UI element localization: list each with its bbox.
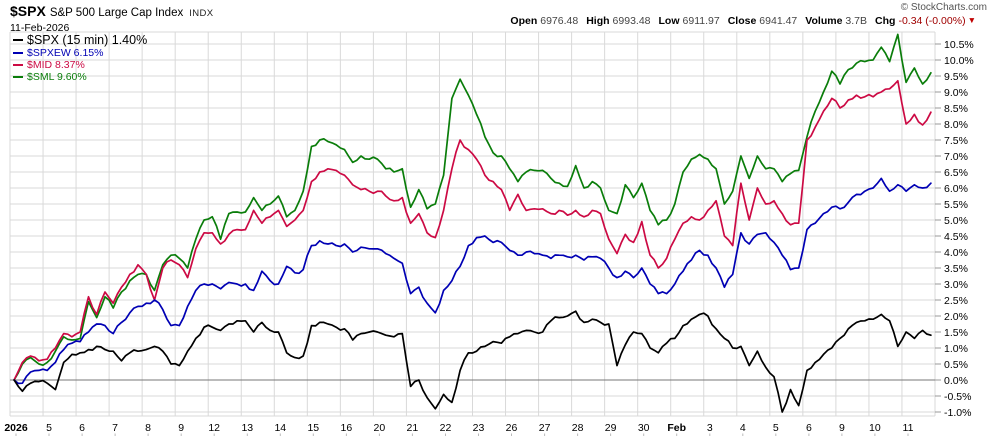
legend-item-sml: $SML 9.60%	[13, 71, 147, 83]
svg-text:7.0%: 7.0%	[944, 151, 968, 163]
svg-text:6.5%: 6.5%	[944, 167, 968, 179]
svg-text:4: 4	[740, 422, 746, 434]
svg-text:14: 14	[274, 422, 286, 434]
legend-item-spxew: $SPXEW 6.15%	[13, 47, 147, 59]
svg-text:28: 28	[572, 422, 584, 434]
legend-item-mid: $MID 8.37%	[13, 59, 147, 71]
series-line-sml	[13, 33, 932, 381]
svg-text:6.0%: 6.0%	[944, 183, 968, 195]
legend-label: $SPXEW 6.15%	[27, 47, 104, 59]
svg-text:0.5%: 0.5%	[944, 359, 968, 371]
quote-value-high: 6993.48	[612, 15, 651, 27]
svg-text:5.0%: 5.0%	[944, 215, 968, 227]
quote-value-open: 6976.48	[540, 15, 579, 27]
svg-text:8.5%: 8.5%	[944, 103, 968, 115]
svg-text:4.5%: 4.5%	[944, 231, 968, 243]
svg-text:5.5%: 5.5%	[944, 199, 968, 211]
svg-text:2026: 2026	[4, 422, 28, 434]
legend-label: $SML 9.60%	[27, 71, 87, 83]
legend-label: $MID 8.37%	[27, 59, 85, 71]
quote-label-volume: Volume	[805, 15, 843, 27]
svg-text:3.5%: 3.5%	[944, 263, 968, 275]
svg-text:3: 3	[707, 422, 713, 434]
legend-item-spx: $SPX (15 min) 1.40%	[13, 33, 147, 47]
quote-value-low: 6911.97	[682, 15, 720, 27]
svg-text:27: 27	[539, 422, 551, 434]
svg-text:23: 23	[473, 422, 485, 434]
chart-symbol: $SPX	[10, 3, 46, 19]
svg-text:26: 26	[506, 422, 518, 434]
svg-text:6: 6	[806, 422, 812, 434]
series-line-spxew	[13, 177, 932, 385]
quote-label-close: Close	[727, 15, 757, 27]
svg-text:1.5%: 1.5%	[944, 327, 968, 339]
svg-text:20: 20	[374, 422, 386, 434]
svg-text:8: 8	[145, 422, 151, 434]
svg-text:7.5%: 7.5%	[944, 135, 968, 147]
svg-text:13: 13	[241, 422, 253, 434]
svg-text:0.0%: 0.0%	[944, 375, 968, 387]
stockcharts-watermark: © StockCharts.com	[900, 2, 987, 13]
quote-label-chg: Chg	[875, 15, 896, 27]
svg-text:1.0%: 1.0%	[944, 343, 968, 355]
svg-text:5: 5	[46, 422, 52, 434]
svg-text:6: 6	[79, 422, 85, 434]
ohlc-quote-line: Open 6976.48 High 6993.48 Low 6911.97 Close 694…	[502, 15, 976, 27]
svg-text:9: 9	[839, 422, 845, 434]
svg-text:2.5%: 2.5%	[944, 295, 968, 307]
svg-text:22: 22	[440, 422, 452, 434]
series-line-mid	[13, 79, 932, 381]
svg-text:16: 16	[341, 422, 353, 434]
svg-text:30: 30	[638, 422, 650, 434]
legend-line-swatch	[13, 39, 23, 41]
svg-text:9.5%: 9.5%	[944, 71, 968, 83]
svg-text:9: 9	[178, 422, 184, 434]
svg-text:2.0%: 2.0%	[944, 311, 968, 323]
svg-text:10.5%: 10.5%	[944, 39, 974, 51]
vertical-gridlines	[9, 32, 936, 416]
svg-text:3.0%: 3.0%	[944, 279, 968, 291]
quote-value-chg: -0.34 (-0.00%)	[898, 15, 966, 27]
quote-label-open: Open	[510, 15, 538, 27]
svg-text:29: 29	[605, 422, 617, 434]
change-down-triangle-icon: ▼	[967, 15, 976, 25]
svg-text:5: 5	[773, 422, 779, 434]
legend-label: $SPX (15 min) 1.40%	[27, 33, 148, 47]
svg-text:15: 15	[307, 422, 319, 434]
svg-text:7: 7	[112, 422, 118, 434]
horizontal-gridlines	[10, 43, 941, 413]
legend-line-swatch	[13, 52, 23, 54]
svg-text:Feb: Feb	[667, 422, 686, 434]
legend-line-swatch	[13, 76, 23, 78]
x-axis-labels: 2026 5 6 7 8 9 12 13 14 15 16 20 21 22 23 26 27 28 29 30 Feb…	[4, 422, 914, 436]
svg-text:10: 10	[869, 422, 881, 434]
svg-text:4.0%: 4.0%	[944, 247, 968, 259]
y-axis-labels: 10.5% 10.0% 9.5% 9.0% 8.5% 8.0% 7.5% 7.0% 6.5% 6.…	[944, 39, 974, 419]
svg-text:21: 21	[407, 422, 419, 434]
svg-text:10.0%: 10.0%	[944, 55, 974, 67]
svg-text:11: 11	[903, 422, 914, 434]
svg-text:8.0%: 8.0%	[944, 119, 968, 131]
chart-date: 11-Feb-2026	[10, 22, 70, 34]
quote-label-low: Low	[658, 15, 680, 27]
svg-text:9.0%: 9.0%	[944, 87, 968, 99]
chart-legend: $SPX (15 min) 1.40% $SPXEW 6.15% $MID 8.37…	[13, 33, 147, 83]
quote-label-high: High	[586, 15, 610, 27]
svg-text:-1.0%: -1.0%	[944, 407, 971, 419]
svg-text:-0.5%: -0.5%	[944, 391, 971, 403]
legend-line-swatch	[13, 64, 23, 66]
quote-value-close: 6941.47	[759, 15, 798, 27]
quote-value-volume: 3.7B	[845, 15, 868, 27]
chart-header: $SPX S&P 500 Large Cap Index INDX 11-Feb-2…	[10, 3, 214, 34]
svg-text:12: 12	[208, 422, 220, 434]
series-line-spx	[13, 310, 932, 413]
exchange-label: INDX	[189, 8, 214, 19]
index-name: S&P 500 Large Cap Index	[49, 7, 184, 19]
